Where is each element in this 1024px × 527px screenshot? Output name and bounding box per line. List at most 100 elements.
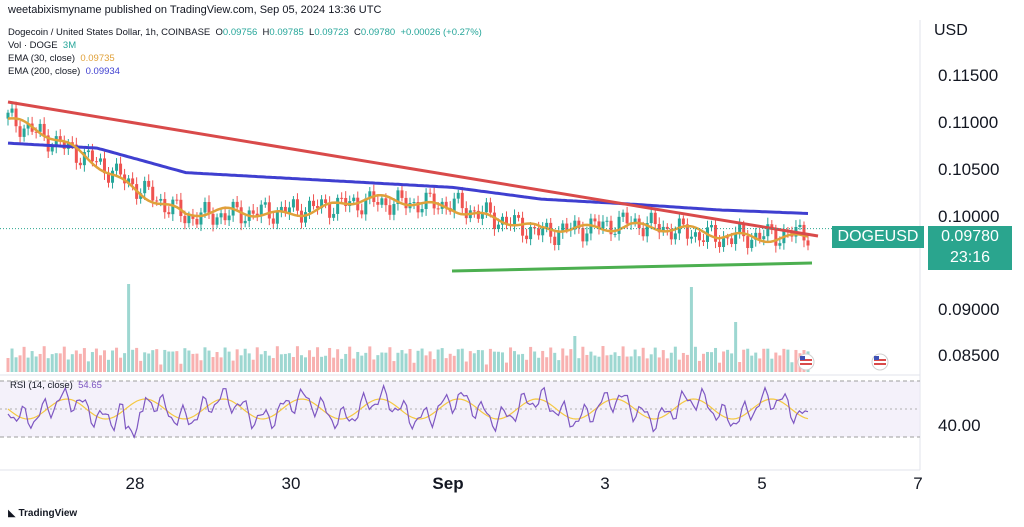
volume-bar	[388, 347, 392, 372]
candle-body	[669, 228, 673, 240]
volume-bar	[657, 357, 661, 372]
candle-body	[179, 199, 183, 217]
volume-bar	[147, 353, 151, 372]
volume-bar	[70, 354, 74, 372]
candle-body	[541, 228, 545, 236]
currency-label[interactable]: USD	[934, 22, 968, 39]
volume-bar	[324, 355, 328, 372]
volume-bar	[271, 358, 275, 372]
open-value: 0.09756	[222, 27, 258, 38]
candle-body	[525, 235, 529, 240]
volume-bar	[368, 346, 372, 372]
volume-bar	[633, 349, 637, 372]
volume-bar	[283, 353, 287, 372]
candle-body	[159, 198, 163, 201]
volume-bar	[629, 356, 633, 372]
candle-body	[597, 221, 601, 229]
close-label: C	[353, 27, 361, 38]
symbol-price-tag: DOGEUSD	[832, 226, 924, 248]
candle-body	[500, 216, 504, 225]
chart-legend: Dogecoin / United States Dollar, 1h, COI…	[8, 26, 482, 78]
symbol-title[interactable]: Dogecoin / United States Dollar, 1h, COI…	[8, 27, 211, 38]
volume-bar	[585, 354, 589, 372]
candle-body	[593, 218, 597, 222]
volume-bar	[372, 359, 376, 372]
volume-bar	[187, 350, 191, 372]
volume-bar	[424, 355, 428, 372]
volume-bar	[541, 350, 545, 372]
volume-bar	[738, 362, 742, 372]
tradingview-logo[interactable]: ◣ TradingView	[8, 508, 78, 519]
volume-bar	[488, 348, 492, 372]
candle-body	[223, 213, 227, 221]
candle-body	[718, 241, 722, 248]
candle-body	[279, 206, 283, 211]
candle-body	[259, 204, 263, 217]
volume-bar	[770, 358, 774, 372]
candle-body	[295, 199, 299, 211]
tv-icon: ◣	[8, 508, 16, 519]
candle-body	[74, 144, 78, 163]
candle-body	[416, 202, 420, 213]
legend-ema200-line[interactable]: EMA (200, close) 0.09934	[8, 65, 482, 78]
volume-bar	[500, 352, 504, 372]
candle-body	[412, 202, 416, 204]
candle-body	[529, 227, 533, 240]
volume-bar	[235, 349, 239, 372]
volume-bar	[376, 355, 380, 372]
time-tick: 3	[600, 474, 610, 493]
candle-body	[689, 236, 693, 239]
candle-body	[633, 218, 637, 224]
volume-bar	[581, 346, 585, 372]
volume-bar	[111, 350, 115, 372]
volume-bar	[609, 354, 613, 372]
rsi-legend[interactable]: RSI (14, close) 54.65	[10, 380, 102, 391]
candle-body	[685, 224, 689, 239]
volume-bar	[46, 358, 50, 372]
candle-body	[38, 123, 42, 132]
volume-bar	[746, 348, 750, 372]
candle-body	[275, 210, 279, 224]
legend-volume-line[interactable]: Vol · DOGE 3M	[8, 39, 482, 52]
volume-bar	[211, 357, 215, 372]
volume-bar	[521, 353, 525, 372]
legend-ema30-line[interactable]: EMA (30, close) 0.09735	[8, 52, 482, 65]
volume-bar	[219, 357, 223, 372]
candle-body	[561, 223, 565, 233]
volume-bar	[492, 351, 496, 372]
volume-bar	[299, 355, 303, 372]
candle-body	[151, 186, 155, 201]
candle-body	[621, 212, 625, 217]
downtrend-line	[7, 100, 819, 238]
candle-body	[476, 210, 480, 219]
last-price: 0.09780	[941, 228, 999, 245]
volume-bar	[58, 353, 62, 372]
candle-body	[738, 224, 742, 234]
volume-bar	[774, 352, 778, 372]
volume-bar	[762, 348, 766, 372]
volume-bar	[408, 348, 412, 372]
volume-bar	[714, 347, 718, 372]
candle-body	[581, 227, 585, 242]
candle-body	[316, 206, 320, 209]
volume-bar	[705, 351, 709, 372]
candle-body	[609, 220, 613, 235]
volume-bar	[143, 352, 147, 372]
volume-bar	[742, 349, 746, 372]
volume-bar	[175, 351, 179, 372]
candle-body	[211, 213, 215, 225]
time-tick: 30	[281, 474, 301, 493]
candle-body	[625, 212, 629, 224]
candle-body	[557, 232, 561, 245]
volume-bar	[199, 360, 203, 372]
candle-body	[324, 199, 328, 204]
volume-bar	[533, 351, 537, 372]
price-tick: 0.11000	[938, 113, 999, 132]
volume-bar	[392, 361, 396, 372]
event-flags	[797, 353, 889, 371]
volume-bar	[456, 349, 460, 372]
volume-bar	[525, 359, 529, 372]
low-label: L	[309, 27, 315, 38]
volume-bar	[98, 355, 102, 372]
